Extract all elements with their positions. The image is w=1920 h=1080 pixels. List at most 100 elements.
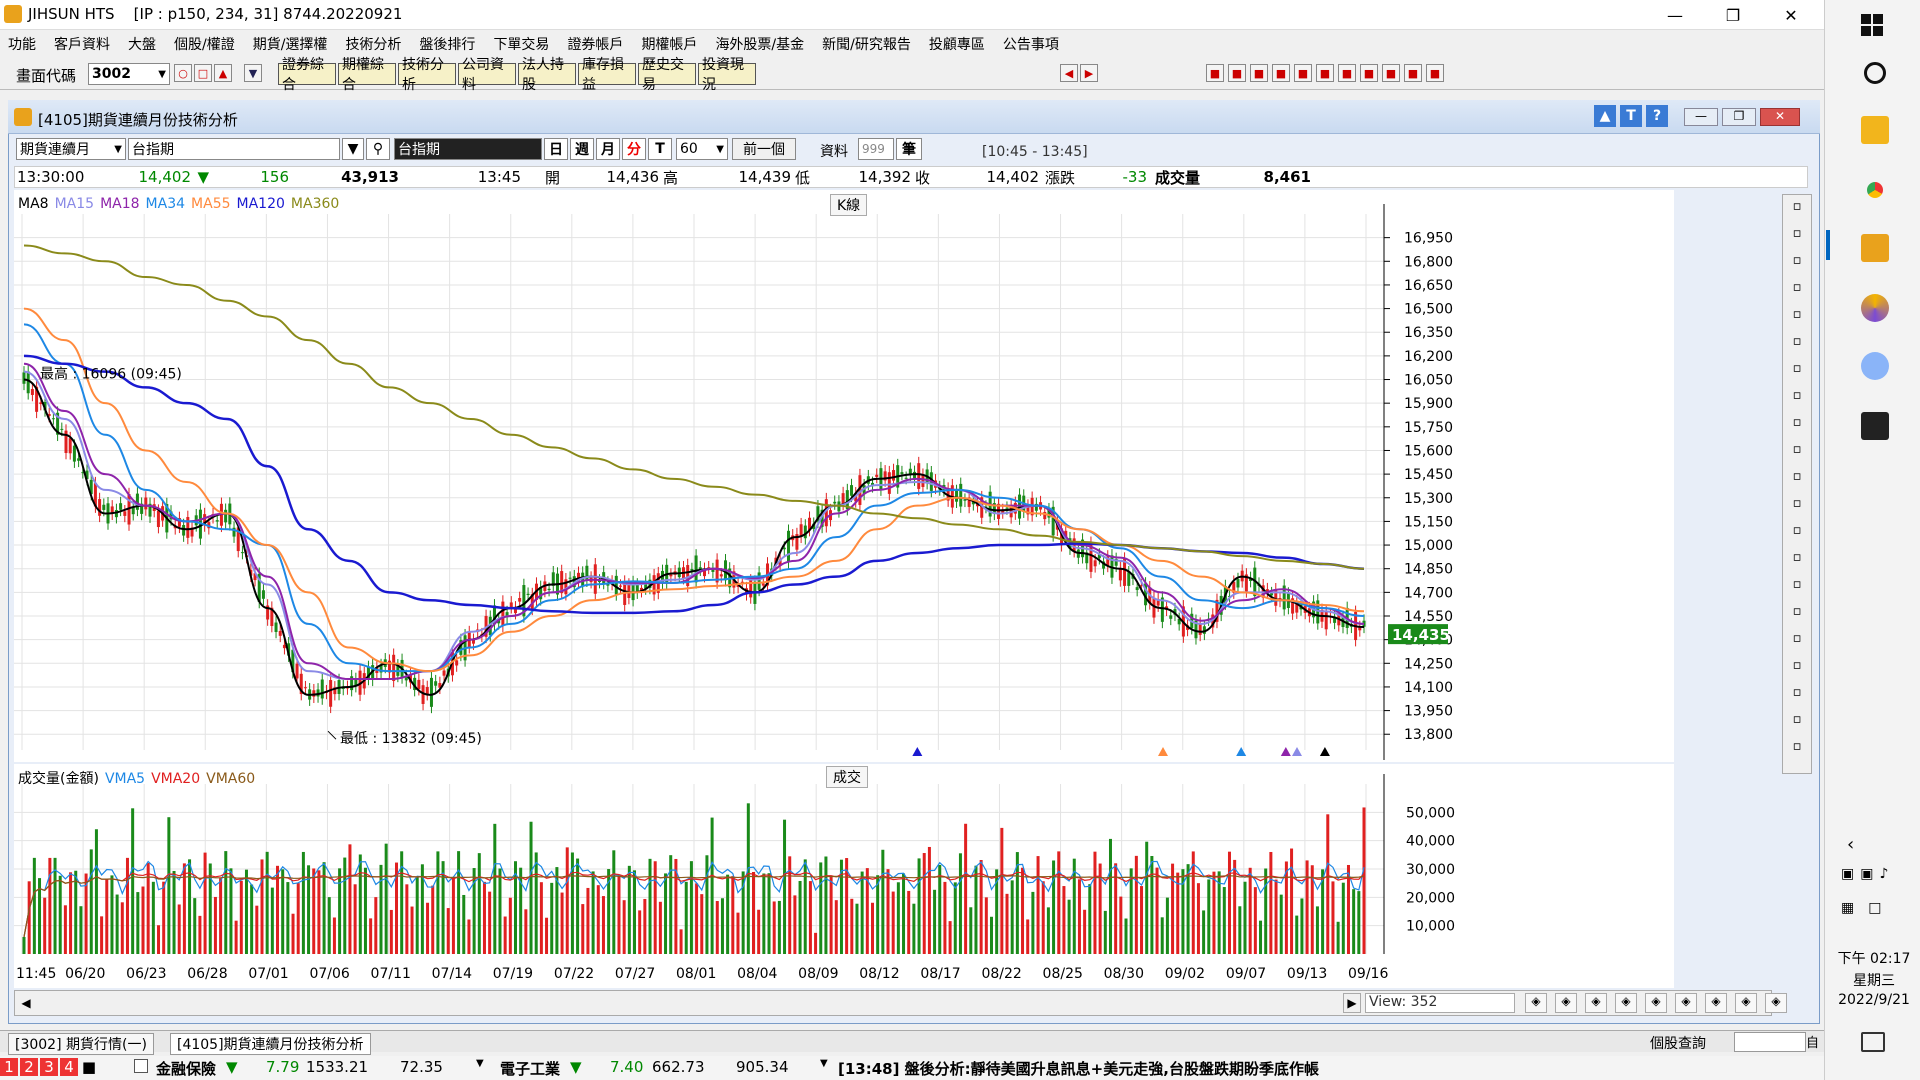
interval-select[interactable]: 60 ▼ [676, 138, 728, 160]
cross-icon[interactable]: ▫ [1792, 577, 1802, 592]
period-button-2[interactable]: 月 [596, 138, 620, 160]
tab-3002[interactable]: [3002] 期貨行情(一) [8, 1033, 154, 1055]
ticker-checkbox[interactable] [134, 1059, 148, 1073]
search-icon[interactable]: ○ [174, 64, 192, 82]
ime-icons[interactable]: ▦□ [1841, 900, 1896, 916]
print-icon[interactable]: ■ [1294, 64, 1312, 82]
period-button-4[interactable]: T [648, 138, 672, 160]
vline-icon[interactable]: ▫ [1792, 523, 1802, 538]
close-button[interactable]: ✕ [1784, 5, 1798, 25]
triangle-icon[interactable]: ▫ [1792, 469, 1802, 484]
arc-icon[interactable]: ▫ [1792, 253, 1802, 268]
chevron-down-icon[interactable]: ▼ [158, 68, 166, 80]
fan-icon[interactable]: ▫ [1792, 388, 1802, 403]
news-ticker[interactable]: [13:48] 盤後分析:靜待美國升息訊息+美元走強,台股盤跌期盼季底作帳 [838, 1060, 1319, 1078]
toolbar-button-6[interactable]: 歷史交易 [638, 57, 696, 93]
help-icon[interactable]: ? [1646, 105, 1668, 127]
jihsun-hts-icon[interactable] [1861, 234, 1889, 262]
pencil-icon[interactable]: ▫ [1792, 739, 1802, 754]
slash-icon[interactable]: ▫ [1792, 496, 1802, 511]
layout-1-button[interactable]: 1 [0, 1058, 18, 1076]
windows-start-icon[interactable] [1861, 14, 1883, 36]
refresh-icon[interactable]: ◈ [1615, 993, 1637, 1013]
prev-button[interactable]: 前一個 [732, 138, 796, 160]
toolbar-button-4[interactable]: 法人持股 [518, 57, 576, 93]
arrow-up-icon[interactable]: ▲ [1594, 105, 1616, 127]
toolbar-button-2[interactable]: 技術分析 [398, 57, 456, 93]
pattern-icon[interactable]: ▫ [1792, 361, 1802, 376]
toolbar-button-7[interactable]: 投資現況 [698, 57, 756, 93]
pen-icon[interactable]: ◈ [1735, 993, 1757, 1013]
text-icon[interactable]: ■ [1316, 64, 1334, 82]
scroll-right-icon[interactable]: ▶ [1343, 993, 1361, 1013]
stock-query-input[interactable] [1734, 1032, 1806, 1052]
export-icon[interactable]: ■ [1426, 64, 1444, 82]
subwindow-close-button[interactable]: ✕ [1760, 108, 1800, 126]
system-tray-icons[interactable]: ▣▣♪ [1841, 866, 1895, 882]
grid-icon[interactable]: ▫ [1792, 307, 1802, 322]
data-count-input[interactable]: 999 [858, 138, 894, 160]
menu-item-5[interactable]: 技術分析 [345, 37, 402, 53]
menu-item-8[interactable]: 證券帳戶 [567, 37, 624, 53]
paint-icon[interactable] [1861, 352, 1889, 380]
menu-item-9[interactable]: 期權帳戶 [641, 37, 698, 53]
eraser-icon[interactable]: ▫ [1792, 199, 1802, 214]
period-button-1[interactable]: 週 [570, 138, 594, 160]
product-dropdown-icon[interactable]: ▼ [342, 138, 364, 160]
copy-icon[interactable]: ◈ [1675, 993, 1697, 1013]
ellipse-icon[interactable]: ▫ [1792, 631, 1802, 646]
browser-icon[interactable] [1861, 294, 1889, 322]
subwindow-minimize-button[interactable]: — [1684, 108, 1718, 126]
ticker-item2-dropdown-icon[interactable]: ▼ [820, 1058, 828, 1069]
maximize-button[interactable]: ❐ [1725, 5, 1741, 25]
tab-4105[interactable]: [4105]期貨連續月份技術分析 [170, 1033, 371, 1055]
menu-item-2[interactable]: 大盤 [128, 37, 156, 53]
settings-icon[interactable]: ◈ [1765, 993, 1787, 1013]
search-circle-icon[interactable] [1864, 62, 1886, 84]
menu-item-10[interactable]: 海外股票/基金 [715, 37, 805, 53]
cursor-icon[interactable]: ▫ [1792, 226, 1802, 241]
lock-icon[interactable]: ■ [81, 1058, 97, 1076]
clock-time[interactable]: 下午 02:17 [1837, 951, 1911, 967]
period-button-0[interactable]: 日 [544, 138, 568, 160]
kline-chart-panel[interactable]: 16,950 16,800 16,650 16,500 16,350 16,200 16,0… [14, 190, 1674, 762]
period-button-3[interactable]: 分 [622, 138, 646, 160]
subwindow-restore-button[interactable]: ❐ [1722, 108, 1756, 126]
ticker-item1-dropdown-icon[interactable]: ▼ [476, 1058, 484, 1069]
layout-icon[interactable]: ■ [1272, 64, 1290, 82]
stock-query-button[interactable]: 自 [1806, 1036, 1820, 1051]
text-icon[interactable]: T [1620, 105, 1642, 127]
edit-icon[interactable]: ■ [1338, 64, 1356, 82]
screen-code-input[interactable]: 3002 ▼ [88, 63, 170, 85]
layout-4-button[interactable]: 4 [60, 1058, 78, 1076]
kline-chart[interactable]: 16,950 16,800 16,650 16,500 16,350 16,200 16,0… [14, 190, 1674, 762]
chrome-icon[interactable] [1861, 176, 1889, 204]
arrow-down-icon[interactable]: ▫ [1792, 712, 1802, 727]
toolbar-button-0[interactable]: 證券綜合 [278, 57, 336, 93]
menu-item-11[interactable]: 新聞/研究報告 [822, 37, 911, 53]
toolbar-button-3[interactable]: 公司資料 [458, 57, 516, 93]
rect-icon[interactable]: ▫ [1792, 604, 1802, 619]
printer-icon[interactable]: ■ [1404, 64, 1422, 82]
star-icon[interactable]: ■ [1360, 64, 1378, 82]
layout-3-button[interactable]: 3 [40, 1058, 58, 1076]
back-icon[interactable]: ◀ [1060, 64, 1078, 82]
magnifier-icon[interactable]: ⚲ [366, 138, 390, 160]
compare-icon[interactable]: ◈ [1645, 993, 1667, 1013]
menu-item-3[interactable]: 個股/權證 [174, 37, 235, 53]
table-icon[interactable]: ◈ [1705, 993, 1727, 1013]
menu-item-13[interactable]: 公告事項 [1002, 37, 1059, 53]
alert-icon[interactable]: ■ [1206, 64, 1224, 82]
fibonacci-icon[interactable]: ▫ [1792, 334, 1802, 349]
s-curve-icon[interactable]: ▫ [1792, 442, 1802, 457]
menu-item-0[interactable]: 功能 [8, 37, 36, 53]
close-window-icon[interactable]: ■ [1250, 64, 1268, 82]
forward-icon[interactable]: ▶ [1080, 64, 1098, 82]
folder-icon[interactable]: □ [194, 64, 212, 82]
menu-item-12[interactable]: 投顧專區 [928, 37, 985, 53]
line-icon[interactable]: ▫ [1792, 415, 1802, 430]
zoom-out-icon[interactable]: ◈ [1555, 993, 1577, 1013]
file-explorer-icon[interactable] [1861, 116, 1889, 144]
count-unit[interactable]: 筆 [896, 138, 922, 160]
arrow-up-icon[interactable]: ▫ [1792, 685, 1802, 700]
